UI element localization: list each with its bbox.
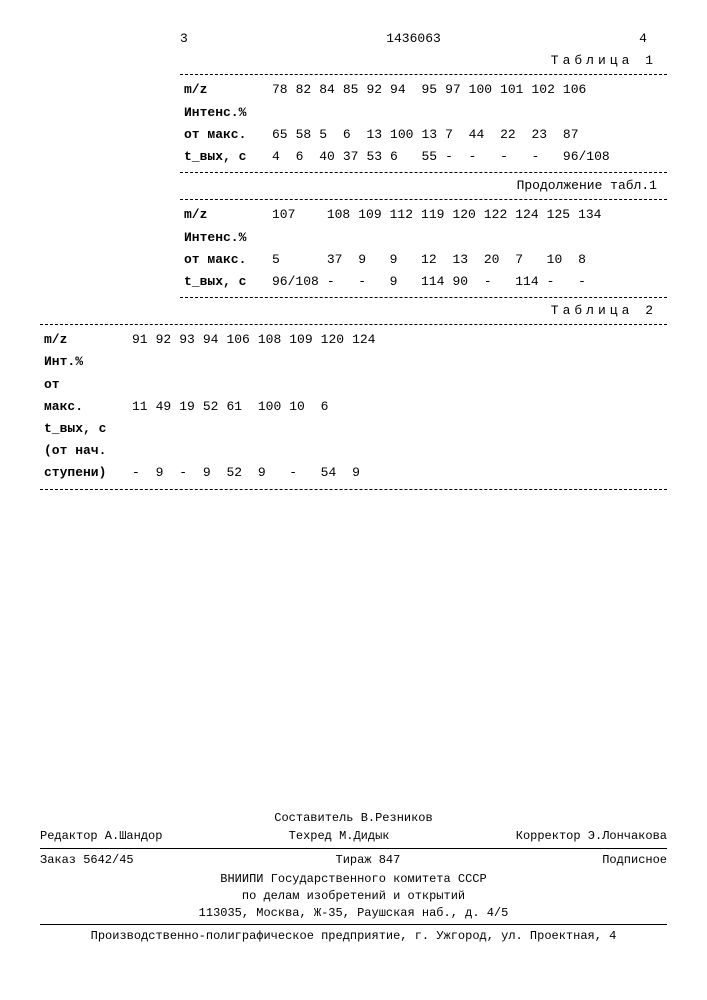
table-row: t_вых, с 4 6 40 37 53 6 55 - - - - 96/10… [180,146,614,168]
table-row: t_вых, с [40,418,379,440]
table-row: Инт.% [40,351,379,373]
table-row: Интенс.% [180,102,614,124]
corrector-name: Корректор Э.Лончакова [516,828,667,845]
col-num-right: 4 [639,30,647,48]
subscription: Подписное [602,852,667,869]
row-label-tvyh: t_вых, с [180,146,268,168]
divider [180,199,667,200]
table-1-continuation: m/z 107 108 109 112 119 120 122 124 125 … [180,204,605,293]
table-row: от [40,374,379,396]
table2-caption: Таблица 2 [40,302,667,320]
row-label-tvyh3: ступени) [40,462,128,484]
divider [40,924,667,925]
table-row: Интенс.% [180,227,605,249]
row-label-tvyh: t_вых, с [180,271,268,293]
org-line2: по делам изобретений и открытий [40,888,667,905]
row-label-intens: Инт.% [40,351,128,373]
table-1: m/z 78 82 84 85 92 94 95 97 100 101 102 … [180,79,614,168]
table-row: от макс. 5 37 9 9 12 13 20 7 10 8 [180,249,605,271]
col-num-left: 3 [180,30,188,48]
table-row: макс. 11 49 19 52 61 100 10 6 [40,396,379,418]
row-label-mz: m/z [180,204,268,226]
row-label-intens3: макс. [40,396,128,418]
row-label-mz: m/z [180,79,268,101]
table-row: m/z 91 92 93 94 106 108 109 120 124 [40,329,379,351]
divider [180,74,667,75]
row-label-intens2: от [40,374,128,396]
table-row: ступени) - 9 - 9 52 9 - 54 9 [40,462,379,484]
table1-caption: Таблица 1 [40,52,667,70]
divider [180,172,667,173]
table-2: m/z 91 92 93 94 106 108 109 120 124 Инт.… [40,329,379,484]
row-label-intens: Интенс.% [180,102,268,124]
colophon: Составитель В.Резников Редактор А.Шандор… [40,810,667,946]
table-row: от макс. 65 58 5 6 13 100 13 7 44 22 23 … [180,124,614,146]
divider [40,489,667,490]
table-row: m/z 78 82 84 85 92 94 95 97 100 101 102 … [180,79,614,101]
org-line1: ВНИИПИ Государственного комитета СССР [40,871,667,888]
tirage: Тираж 847 [336,852,401,869]
row-label-tvyh2: (от нач. [40,440,128,462]
editor-name: Редактор А.Шандор [40,828,162,845]
patent-number: 1436063 [386,30,441,48]
table1-continuation-caption: Продолжение табл.1 [40,177,667,195]
row-label-intens: Интенс.% [180,227,268,249]
table-row: m/z 107 108 109 112 119 120 122 124 125 … [180,204,605,226]
order-number: Заказ 5642/45 [40,852,134,869]
divider [40,324,667,325]
address-2: Производственно-полиграфическое предприя… [40,928,667,945]
table-row: t_вых, с 96/108 - - 9 114 90 - 114 - - [180,271,605,293]
row-label-tvyh: t_вых, с [40,418,128,440]
divider [180,297,667,298]
row-label-intens2: от макс. [180,124,268,146]
table-row: (от нач. [40,440,379,462]
compiler-line: Составитель В.Резников [40,810,667,827]
page-header: 3 1436063 4 [40,30,667,48]
address-1: 113035, Москва, Ж-35, Раушская наб., д. … [40,905,667,922]
row-label-intens2: от макс. [180,249,268,271]
row-label-mz: m/z [40,329,128,351]
divider [40,848,667,849]
techred-name: Техред М.Дидык [289,828,390,845]
